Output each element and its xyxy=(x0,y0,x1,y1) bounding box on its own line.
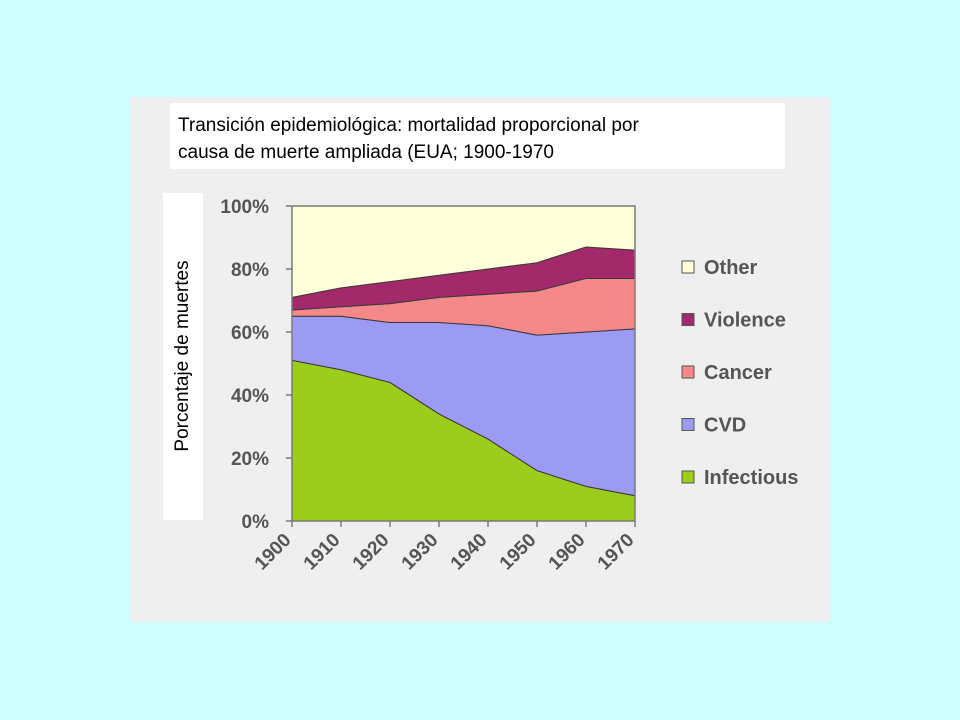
x-tick-label: 1910 xyxy=(300,530,345,575)
y-tick-label: 80% xyxy=(231,260,269,281)
legend-swatch-cancer xyxy=(681,365,695,379)
x-tick-label: 1900 xyxy=(251,530,296,575)
y-tick-label: 20% xyxy=(231,449,269,470)
x-tick-label: 1920 xyxy=(349,530,394,575)
legend-swatch-other xyxy=(681,260,695,274)
plot-frame xyxy=(291,205,636,522)
y-axis-label-box: Porcentaje de muertes xyxy=(163,193,203,520)
x-tick-label: 1970 xyxy=(594,530,639,575)
legend-swatch-violence xyxy=(681,313,695,326)
title-line-1: Transición epidemiológica: mortalidad pr… xyxy=(178,115,639,136)
x-tick-label: 1940 xyxy=(447,530,492,575)
x-tick-label: 1950 xyxy=(496,530,541,575)
legend-label-other: Other xyxy=(704,257,758,279)
legend-label-violence: Violence xyxy=(704,310,786,332)
chart-title: Transición epidemiológica: mortalidad pr… xyxy=(170,103,785,169)
y-tick-label: 100% xyxy=(220,197,269,218)
y-tick-label: 60% xyxy=(231,323,269,344)
title-line-2: causa de muerte ampliada (EUA; 1900-1970 xyxy=(178,142,555,163)
legend-label-cvd: CVD xyxy=(704,415,746,437)
legend-swatch-infectious xyxy=(681,470,695,484)
legend-swatch-cvd xyxy=(681,418,695,431)
x-tick-label: 1960 xyxy=(545,530,590,575)
y-tick-label: 0% xyxy=(242,512,270,533)
y-tick-label: 40% xyxy=(231,386,269,407)
legend-label-cancer: Cancer xyxy=(704,362,772,384)
x-tick-label: 1930 xyxy=(398,530,443,575)
legend-label-infectious: Infectious xyxy=(704,467,798,489)
area-layer xyxy=(291,205,636,522)
legend: Other Violence Cancer CVD Infectious xyxy=(681,257,798,489)
